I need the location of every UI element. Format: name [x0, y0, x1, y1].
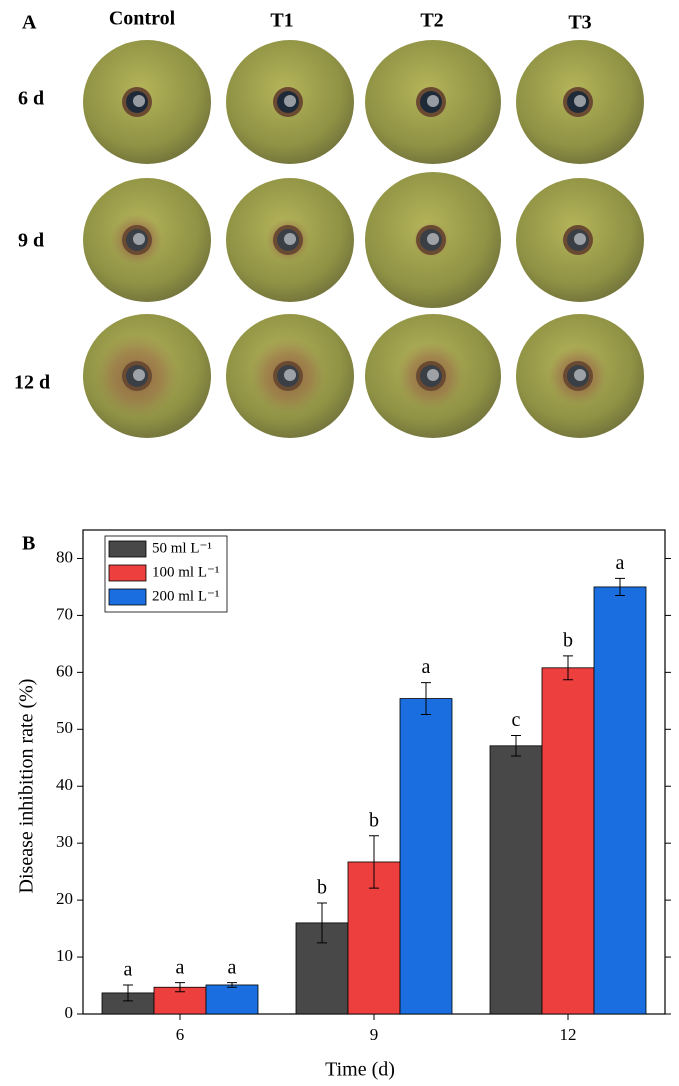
- legend-label: 50 ml L⁻¹: [152, 540, 212, 556]
- significance-letter: b: [369, 809, 379, 831]
- significance-letter: b: [317, 877, 327, 899]
- error-bar: [369, 835, 379, 889]
- fruit-photos: [83, 40, 644, 438]
- y-tick-label: 40: [56, 775, 73, 794]
- panel-label: A: [22, 12, 37, 34]
- column-label: T1: [270, 10, 293, 32]
- error-bar: [421, 682, 431, 715]
- wound-fill: [574, 233, 586, 245]
- significance-letter: a: [616, 552, 625, 574]
- y-tick-label: 60: [56, 661, 73, 680]
- significance-letter: c: [512, 709, 521, 731]
- wound-fill: [427, 95, 439, 107]
- y-tick-label: 70: [56, 604, 73, 623]
- legend-label: 100 ml L⁻¹: [152, 564, 219, 580]
- x-tick-label: 12: [560, 1025, 577, 1044]
- wound-fill: [284, 233, 296, 245]
- y-tick-label: 30: [56, 832, 73, 851]
- wound-fill: [574, 95, 586, 107]
- error-bar: [175, 982, 185, 993]
- error-bar: [511, 735, 521, 757]
- wound-fill: [427, 233, 439, 245]
- significance-letter: b: [563, 629, 573, 651]
- significance-letter: a: [422, 656, 431, 678]
- bar: [205, 984, 259, 1015]
- wound-fill: [133, 369, 145, 381]
- legend-label: 200 ml L⁻¹: [152, 588, 219, 604]
- wound-fill: [574, 369, 586, 381]
- significance-letter: a: [124, 959, 133, 981]
- bar: [399, 698, 453, 1015]
- error-bar: [317, 902, 327, 944]
- error-bar: [563, 655, 573, 681]
- y-tick-label: 50: [56, 718, 73, 737]
- error-bar: [227, 982, 237, 988]
- y-tick-label: 0: [65, 1003, 74, 1022]
- wound-fill: [133, 95, 145, 107]
- bar: [489, 745, 543, 1015]
- panel-a: A Control T1 T2 T3 6 d 9 d 12 d: [14, 8, 644, 438]
- bar: [541, 667, 595, 1015]
- panel-b: B Time (d) Disease inhibition rate (%) 0…: [16, 529, 671, 1081]
- y-axis-title: Disease inhibition rate (%): [16, 679, 38, 894]
- x-tick-label: 9: [370, 1025, 379, 1044]
- bar: [593, 586, 647, 1015]
- wound-fill: [284, 369, 296, 381]
- row-label: 9 d: [18, 230, 44, 252]
- panel-label: B: [22, 533, 35, 555]
- x-tick-label: 6: [176, 1025, 185, 1044]
- wound-fill: [133, 233, 145, 245]
- legend-swatch: [108, 564, 147, 582]
- significance-letter: a: [176, 956, 185, 978]
- x-axis-title: Time (d): [325, 1059, 395, 1081]
- y-tick-label: 20: [56, 889, 73, 908]
- significance-letter: a: [228, 956, 237, 978]
- column-label: T3: [568, 12, 591, 34]
- wound-fill: [284, 95, 296, 107]
- legend-swatch: [108, 588, 147, 606]
- row-label: 6 d: [18, 88, 44, 110]
- error-bar: [615, 577, 625, 596]
- legend-swatch: [108, 540, 147, 558]
- y-tick-label: 10: [56, 946, 73, 965]
- y-tick-label: 80: [56, 547, 73, 566]
- wound-fill: [427, 369, 439, 381]
- error-bar: [123, 984, 133, 1002]
- row-label: 12 d: [14, 372, 50, 394]
- column-label: Control: [109, 8, 176, 30]
- column-label: T2: [420, 10, 443, 32]
